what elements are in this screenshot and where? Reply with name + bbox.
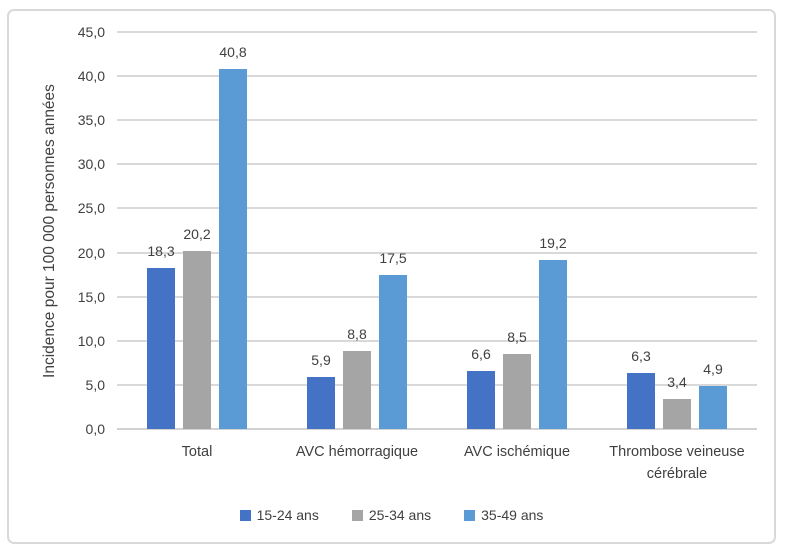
bar-value-label: 6,6: [471, 346, 491, 362]
bar: [379, 275, 407, 429]
y-tick-label: 45,0: [77, 24, 105, 40]
bar-value-label: 17,5: [379, 250, 407, 266]
y-tick-label: 40,0: [77, 68, 105, 85]
bar: [663, 399, 691, 429]
legend-label: 25-34 ans: [368, 507, 432, 523]
bar-value-label: 4,9: [703, 361, 723, 377]
bar-value-label: 40,8: [219, 44, 247, 60]
bar: [183, 251, 211, 429]
bar: [219, 69, 247, 429]
bar-value-label: 5,9: [311, 352, 331, 368]
bar: [539, 260, 567, 429]
legend: 15-24 ans 25-34 ans 35-49 ans: [7, 507, 776, 523]
bar: [467, 371, 495, 429]
legend-label: 35-49 ans: [481, 507, 544, 523]
bar: [307, 377, 335, 429]
gridline: [117, 339, 757, 342]
category-label: Total: [181, 444, 213, 460]
bar-value-label: 3,4: [667, 374, 687, 390]
bar-value-label: 20,2: [183, 226, 211, 242]
bar-value-label: 6,3: [631, 348, 651, 364]
bar: [147, 268, 175, 429]
legend-swatch: [351, 509, 363, 521]
bar: [627, 373, 655, 429]
bar: [699, 386, 727, 429]
gridline: [117, 207, 757, 210]
legend-label: 15-24 ans: [256, 507, 319, 523]
bar: [503, 354, 531, 429]
gridline: [117, 75, 757, 78]
bar-value-label: 18,3: [147, 243, 175, 259]
legend-swatch: [464, 509, 476, 521]
y-tick-label: 5,0: [85, 376, 105, 393]
gridline: [117, 119, 757, 122]
bar-value-label: 8,5: [507, 329, 527, 345]
y-tick-label: 15,0: [77, 288, 105, 305]
bar-value-label: 8,8: [347, 326, 367, 342]
gridline: [117, 383, 757, 386]
category-label: AVC hémorragique: [295, 444, 419, 460]
legend-swatch: [239, 509, 251, 521]
bar: [343, 351, 371, 429]
bar-value-label: 19,2: [539, 235, 567, 251]
gridline: [117, 295, 757, 298]
y-tick-label: 10,0: [77, 332, 105, 349]
x-axis-line: [117, 428, 757, 430]
gridline: [117, 31, 757, 33]
category-label: AVC ischémique: [463, 444, 571, 460]
legend-item: 35-49 ans: [464, 507, 543, 523]
legend-item: 25-34 ans: [351, 507, 432, 523]
y-tick-label: 30,0: [77, 156, 105, 173]
gridline: [117, 163, 757, 166]
gridline: [117, 251, 757, 254]
plot-area: 18,3 20,2 40,8 5,9 8,8 17,5 6,6 8,5 19,2 6,3 3,4 4,…: [117, 31, 757, 430]
category-label: Thrombose veineuse cérébrale: [609, 444, 745, 482]
y-tick-label: 20,0: [77, 244, 105, 261]
y-tick-label: 25,0: [77, 200, 105, 217]
y-tick-label: 0,0: [85, 421, 105, 437]
legend-item: 15-24 ans: [239, 507, 319, 523]
y-tick-label: 35,0: [77, 112, 105, 129]
